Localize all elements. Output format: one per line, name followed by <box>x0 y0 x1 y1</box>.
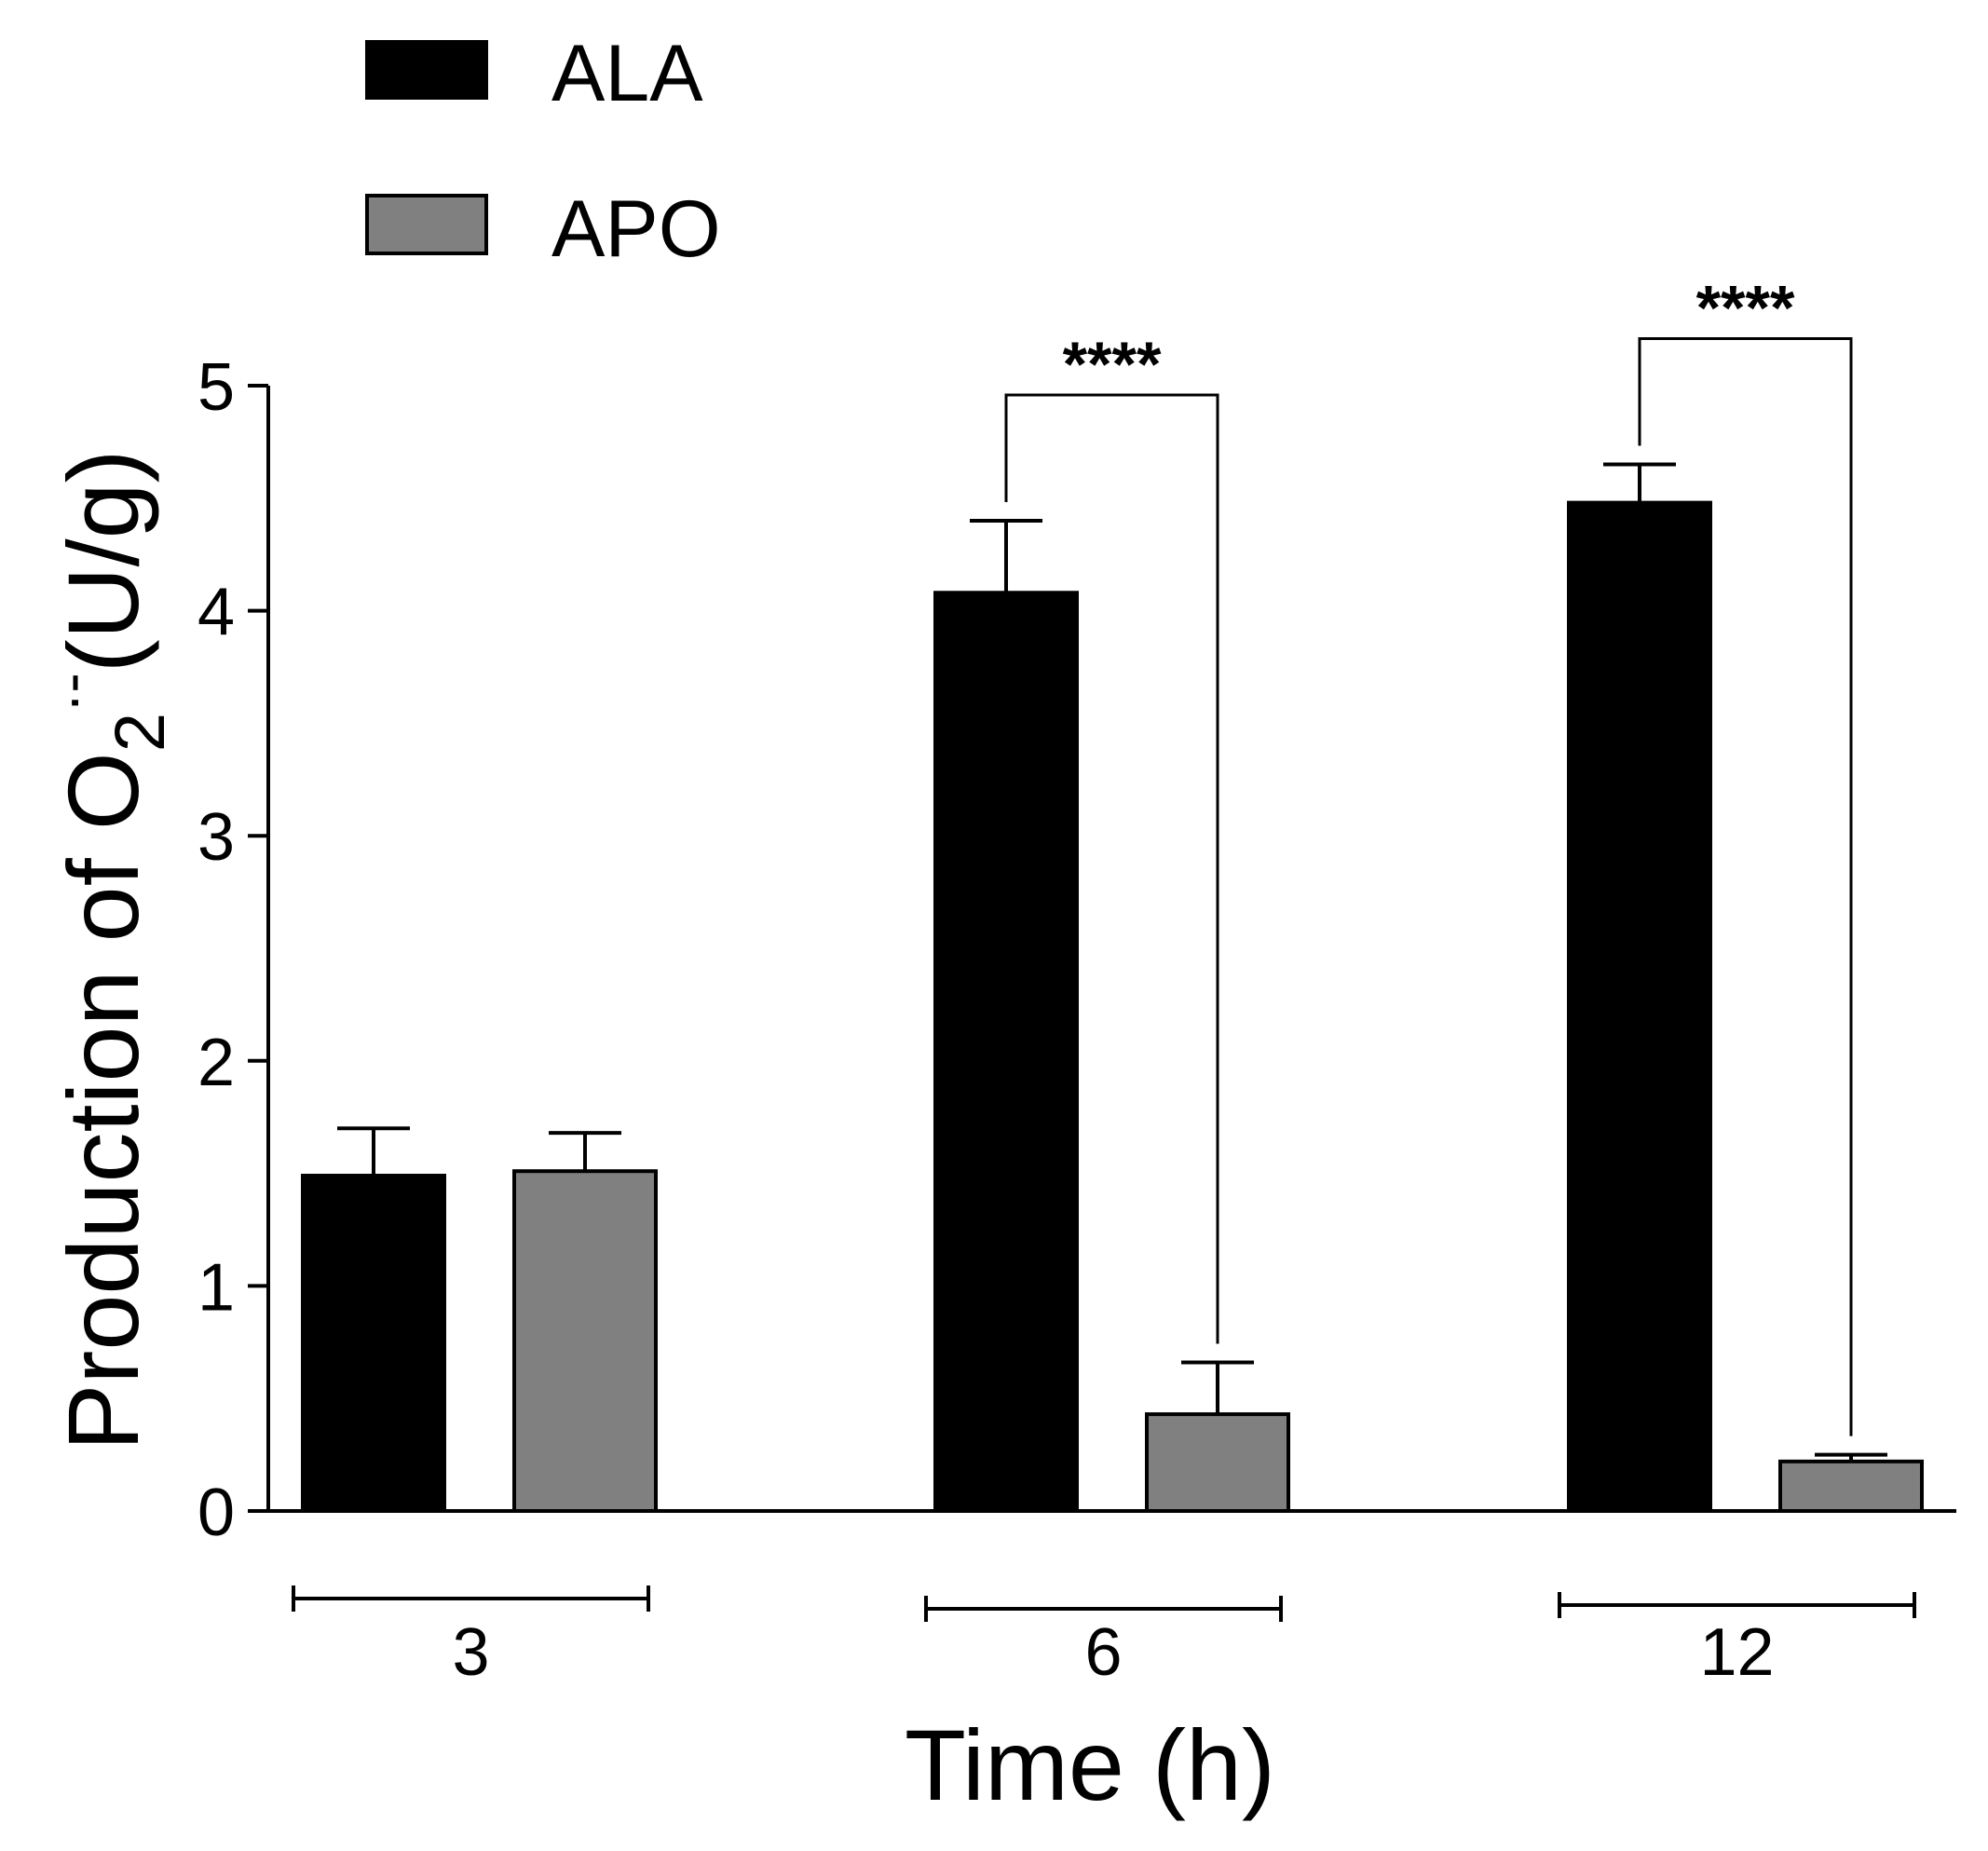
significance-label-12h: **** <box>1696 273 1795 344</box>
legend-label-ala: ALA <box>551 29 703 118</box>
x-axis-title: Time (h) <box>905 1708 1275 1821</box>
y-tick-label: 2 <box>197 1026 235 1100</box>
x-tick-label-6h: 6 <box>1084 1615 1122 1690</box>
y-tick-label: 3 <box>197 800 235 875</box>
y-ticks: 0 1 2 3 4 5 <box>197 350 268 1550</box>
significance-label-6h: **** <box>1063 329 1162 400</box>
x-tick-label-12h: 12 <box>1699 1615 1774 1690</box>
legend-swatch-ala <box>365 40 488 100</box>
y-tick-label: 4 <box>197 576 235 650</box>
bar-ala-6h <box>933 591 1079 1513</box>
bar-ala-3h <box>301 1174 446 1513</box>
y-axis-title: Production of O2·-(U/g) <box>37 449 180 1450</box>
significance-bracket-12h <box>1638 337 1853 1436</box>
error-bars <box>337 462 1887 1462</box>
bars <box>301 500 1924 1514</box>
x-tick-label-3h: 3 <box>452 1615 489 1690</box>
legend: ALA APO <box>365 29 721 274</box>
bar-apo-12h <box>1778 1459 1924 1514</box>
legend-label-apo: APO <box>551 184 721 274</box>
y-tick-label: 0 <box>197 1476 235 1550</box>
bar-apo-6h <box>1145 1412 1290 1514</box>
y-tick-label: 1 <box>197 1250 235 1325</box>
x-category-groups: 3 6 12 <box>292 1586 1916 1690</box>
legend-swatch-apo <box>365 194 488 255</box>
significance-brackets: **** **** <box>1004 273 1853 1436</box>
bar-apo-3h <box>512 1169 658 1513</box>
bar-ala-12h <box>1567 500 1712 1514</box>
significance-bracket-6h <box>1004 393 1219 1344</box>
y-tick-label: 5 <box>197 350 235 425</box>
